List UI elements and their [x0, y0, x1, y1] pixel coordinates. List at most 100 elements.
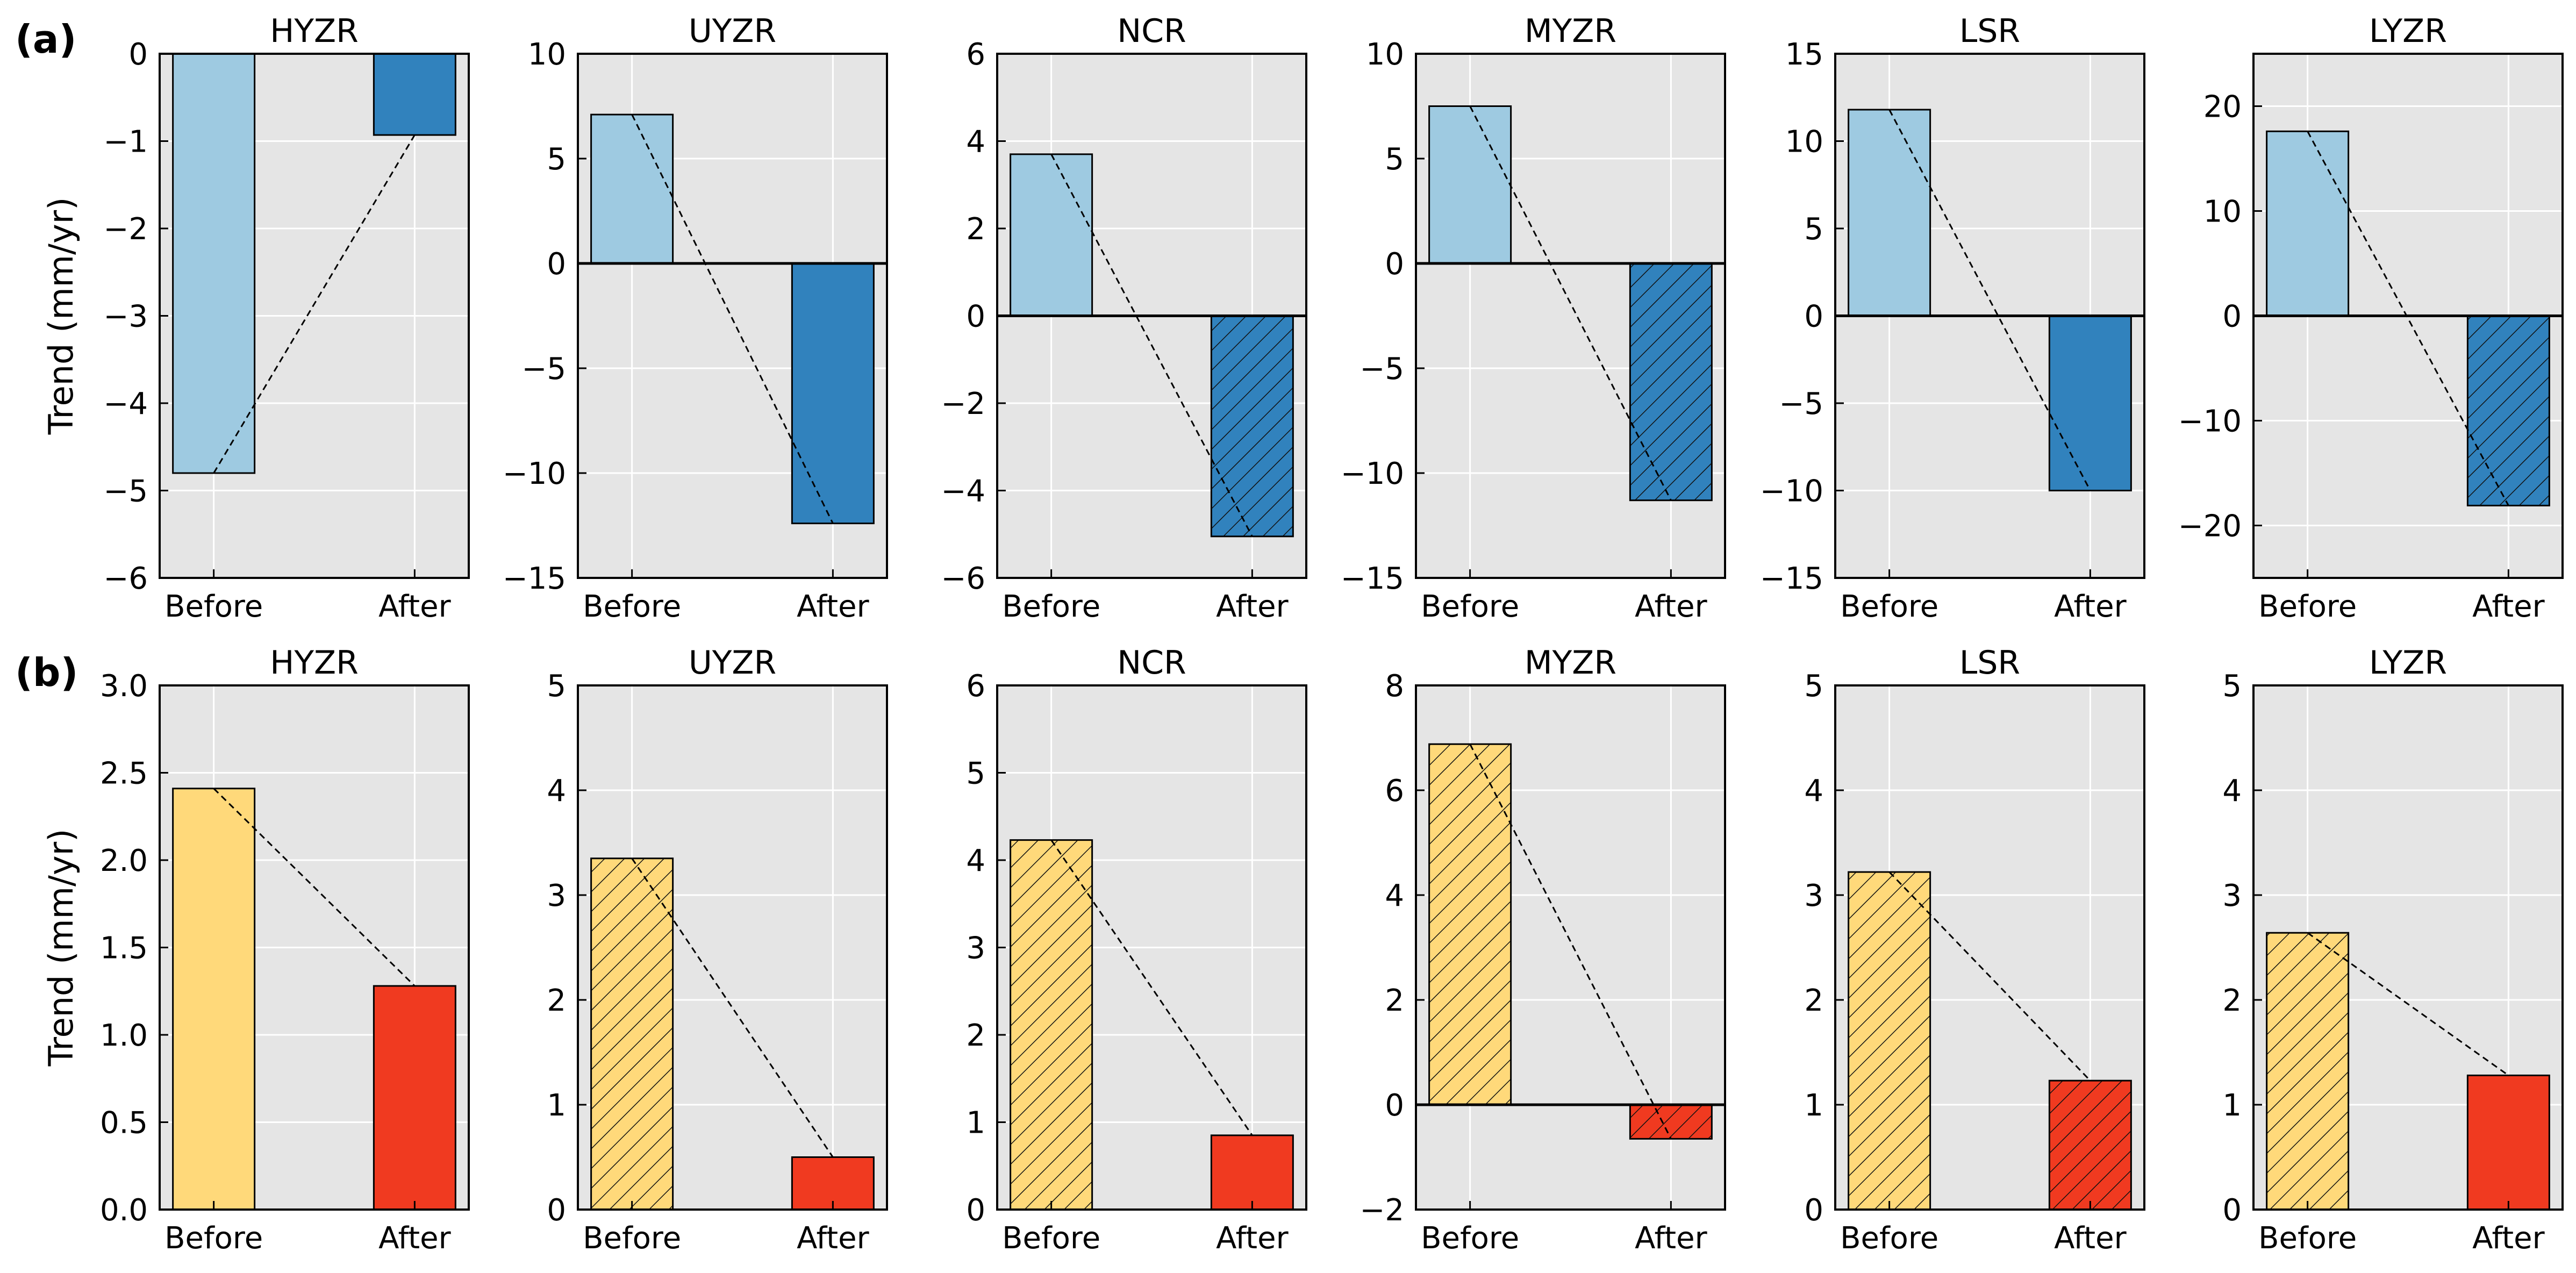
- chart-a-4-ytick-label-2: −5: [1359, 352, 1404, 387]
- chart-b-3-ytick-label-2: 2: [966, 1018, 985, 1053]
- chart-b-2: 0 1 2 3 4 5 Before After UYZR: [547, 644, 888, 1256]
- chart-b-2-ytick-label-0: 0: [547, 1193, 566, 1228]
- chart-a-2-ytick-label-5: 10: [528, 37, 566, 72]
- chart-a-4-ytick-label-3: 0: [1385, 247, 1404, 282]
- chart-a-1-ylabel: Trend (mm/yr): [41, 197, 81, 435]
- chart-b-5-ytick-label-4: 4: [1804, 774, 1823, 809]
- chart-b-1-xtick-label-before: Before: [164, 1221, 263, 1256]
- chart-a-5-ytick-label-1: −10: [1760, 474, 1823, 509]
- chart-a-1-ytick-label-6: 0: [128, 37, 148, 72]
- chart-a-5-xtick-label-before: Before: [1840, 589, 1938, 624]
- chart-a-5-ytick-label-3: 0: [1804, 299, 1823, 334]
- chart-a-5-ytick-label-5: 10: [1785, 125, 1823, 160]
- chart-a-5-bar-before: [1848, 109, 1931, 317]
- chart-a-4-title: MYZR: [1525, 12, 1616, 50]
- chart-b-3-xtick-label-before: Before: [1002, 1221, 1100, 1256]
- chart-a-4-ytick-label-0: −15: [1341, 561, 1404, 596]
- chart-b-2-ytick-label-3: 3: [547, 878, 566, 913]
- chart-b-6-frame: [2252, 684, 2564, 1211]
- chart-b-1-trend-connector: [213, 788, 416, 987]
- chart-a-3: −6 −4 −2 0 2 4 6 Before After NCR: [941, 12, 1307, 624]
- chart-a-1-ytick-label-2: −4: [103, 387, 148, 421]
- chart-b-1-bar-after: [373, 985, 456, 1211]
- chart-b-3-ytick-label-4: 4: [966, 843, 985, 878]
- chart-b-6-bar-after: [2466, 1074, 2550, 1211]
- chart-a-4-bar-before: [1428, 105, 1512, 264]
- chart-a-3-bar-before: [1010, 153, 1093, 317]
- chart-a-3-bar-after: [1210, 315, 1294, 538]
- chart-a-5-ytick-label-6: 15: [1785, 37, 1823, 72]
- chart-a-6-xtick-label-before: Before: [2258, 589, 2357, 624]
- chart-a-2-trend-connector: [631, 114, 834, 524]
- chart-a-2-xtick-label-before: Before: [583, 589, 681, 624]
- chart-b-1-ytick-label-2: 1.0: [100, 1018, 148, 1053]
- chart-a-5-title: LSR: [1959, 12, 2020, 50]
- chart-b-3: 0 1 2 3 4 5 6 Before After NCR: [966, 644, 1307, 1256]
- chart-b-5-xtick-label-before: Before: [1840, 1221, 1938, 1256]
- chart-b-1-bar-before: [172, 788, 256, 1211]
- chart-b-1-title: HYZR: [270, 644, 359, 682]
- chart-b-1: 0.0 0.5 1.0 1.5 2.0 2.5 3.0 Before After HYZR Tren…: [41, 644, 470, 1256]
- chart-b-3-ytick-label-1: 1: [966, 1106, 985, 1141]
- chart-a-3-xtick-label-after: After: [1216, 589, 1289, 624]
- chart-a-2-frame: [577, 53, 888, 579]
- chart-b-2-ytick-label-1: 1: [547, 1088, 566, 1123]
- chart-b-6-ytick-label-5: 5: [2222, 669, 2242, 704]
- chart-b-2-ytick-label-5: 5: [547, 669, 566, 704]
- chart-a-1-ytick-label-3: −3: [103, 299, 148, 334]
- chart-b-6-ytick-label-2: 2: [2222, 983, 2242, 1018]
- chart-b-3-ytick-label-6: 6: [966, 669, 985, 704]
- chart-a-2-ytick-label-4: 5: [547, 142, 566, 177]
- chart-b-1-ytick-label-4: 2.0: [100, 843, 148, 878]
- chart-a-3-ytick-label-2: −2: [941, 387, 985, 421]
- chart-b-1-ytick-label-5: 2.5: [100, 756, 148, 791]
- chart-a-2-ytick-label-0: −15: [503, 561, 566, 596]
- chart-a-6-ytick-label-2: 0: [2222, 299, 2242, 334]
- chart-b-6-ytick-label-4: 4: [2222, 774, 2242, 809]
- chart-a-5-trend-connector: [1888, 109, 2091, 491]
- chart-b-5-ytick-label-0: 0: [1804, 1193, 1823, 1228]
- chart-b-4-title: MYZR: [1525, 644, 1616, 682]
- chart-a-3-xtick-label-before: Before: [1002, 589, 1100, 624]
- chart-a-1-bar-before: [172, 53, 256, 474]
- chart-a-5: −15 −10 −5 0 5 10 15 Before After LSR: [1760, 12, 2145, 624]
- chart-a-6-ytick-label-0: −20: [2178, 509, 2242, 544]
- chart-a-2-xtick-label-after: After: [797, 589, 869, 624]
- chart-a-1-title: HYZR: [270, 12, 359, 50]
- chart-a-3-ytick-label-0: −6: [941, 561, 985, 596]
- chart-a-2-bar-after: [791, 262, 875, 525]
- chart-a-3-ytick-label-5: 4: [966, 125, 985, 160]
- chart-a-3-ytick-label-1: −4: [941, 474, 985, 509]
- chart-a-4-ytick-label-5: 10: [1366, 37, 1404, 72]
- chart-b-6-title: LYZR: [2369, 644, 2447, 682]
- chart-a-1-ytick-label-1: −5: [103, 474, 148, 509]
- chart-a-5-ytick-label-2: −5: [1779, 387, 1823, 421]
- chart-a-4-ytick-label-1: −10: [1341, 456, 1404, 491]
- chart-b-2-bar-before: [590, 857, 674, 1211]
- chart-b-4-ytick-label-0: −2: [1359, 1193, 1404, 1228]
- chart-b-3-bar-before: [1010, 839, 1093, 1211]
- chart-b-2-trend-connector: [631, 857, 834, 1158]
- chart-a-5-ytick-label-4: 5: [1804, 212, 1823, 247]
- subplot-grid: −6 −5 −4 −3 −2 −10 Before After HYZR Trend (mm/yr…: [41, 12, 2564, 1256]
- chart-a-3-trend-connector: [1050, 154, 1253, 537]
- chart-a-3-title: NCR: [1117, 12, 1186, 50]
- chart-a-1-ytick-label-4: −2: [103, 212, 148, 247]
- chart-a-4-trend-connector: [1469, 105, 1672, 501]
- chart-a-2-ytick-label-2: −5: [521, 352, 566, 387]
- chart-a-4-bar-after: [1629, 262, 1713, 502]
- chart-a-5-bar-after: [2048, 315, 2132, 491]
- chart-b-4-ytick-label-4: 6: [1385, 774, 1404, 809]
- chart-b-5-title: LSR: [1959, 644, 2020, 682]
- chart-b-4-ytick-label-2: 2: [1385, 983, 1404, 1018]
- panel-label-b: (b): [15, 650, 78, 695]
- chart-b-5: 0 1 2 3 4 5 Before After LSR: [1804, 644, 2145, 1256]
- chart-a-2-ytick-label-1: −10: [503, 456, 566, 491]
- chart-b-6-ytick-label-0: 0: [2222, 1193, 2242, 1228]
- chart-b-6-ytick-label-1: 1: [2222, 1088, 2242, 1123]
- chart-b-4-bar-after: [1629, 1104, 1713, 1140]
- chart-b-1-ytick-label-3: 1.5: [100, 931, 148, 966]
- chart-b-6-ytick-label-3: 3: [2222, 878, 2242, 913]
- chart-a-6-title: LYZR: [2369, 12, 2447, 50]
